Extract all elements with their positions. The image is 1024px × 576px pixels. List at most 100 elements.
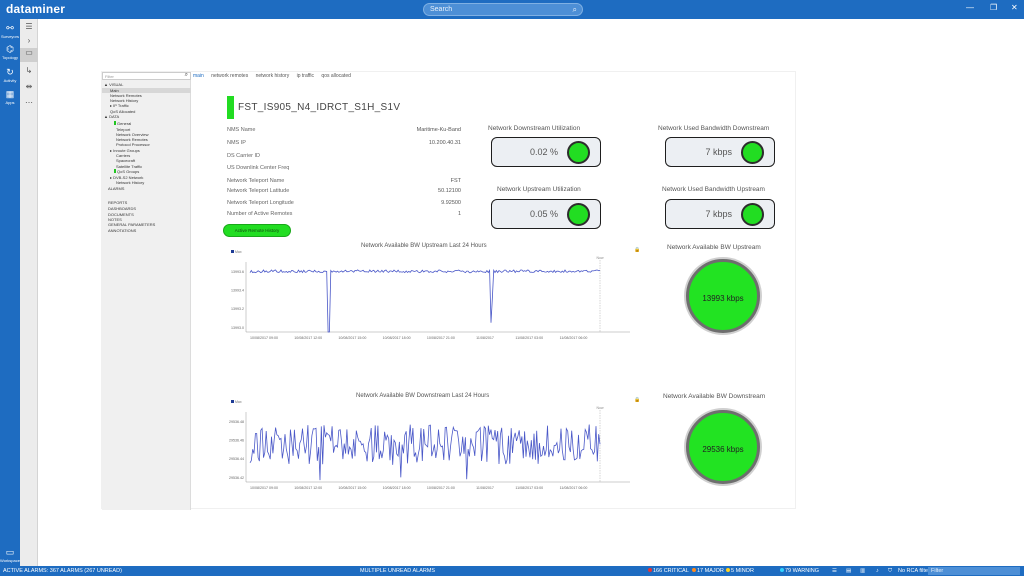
tree-item-label: Teleport [116,126,131,132]
tree-item[interactable]: DASHBOARDS [102,206,136,211]
rail-workspace[interactable]: ▭ Workspace [0,547,20,563]
upstream-bw-chart[interactable]: 13993.6 13993.4 13993.2 13993.0 10/08/2017 0… [222,248,652,358]
tree-filter-input[interactable]: Filter ⌕ [102,72,191,80]
lock-icon[interactable]: 🔒 [634,247,641,253]
legend-swatch [231,400,234,403]
compact-view-icon[interactable]: ▥ [860,567,866,574]
tree-item[interactable]: ANNOTATIONS [102,228,136,233]
tab-network-history[interactable]: network history [255,73,290,79]
series-line [249,268,601,333]
rail-label: Activity [3,78,17,83]
tree-item[interactable]: ▸ DVB-S2 Network [102,175,143,180]
tree-item[interactable]: Network Remotes [102,93,142,98]
chevron-right-icon[interactable]: › [27,36,31,45]
gauge-title: Network Available BW Downstream [663,393,766,400]
tab-main[interactable]: main [193,73,204,79]
chart-title: Network Available BW Upstream Last 24 Ho… [361,243,487,249]
tree-item[interactable]: QoS Allocated [102,109,135,114]
tree-item[interactable]: QoS Groups [102,169,139,174]
tab-ip-traffic[interactable]: ip traffic [296,73,315,79]
apps-icon: ▦ [5,89,15,99]
y-tick-label: 13993.0 [231,326,244,330]
tree-item[interactable]: Network Overview [102,132,148,137]
rca-filter-text[interactable]: No RCA filter [898,567,930,574]
rail-apps[interactable]: ▦ Apps [0,89,20,105]
tab-qos-allocated[interactable]: qos allocated [321,73,351,79]
x-tick-label: 10/08/2017 21:00 [427,486,455,490]
tree-item[interactable]: Protocol Processor [102,142,150,147]
status-indicator [227,96,234,119]
tree-item[interactable]: ▸ Inroute Groups [102,148,140,153]
list-view-icon[interactable]: ☰ [832,567,837,574]
x-tick-label: 10/08/2017 12:00 [294,486,322,490]
hamburger-menu-icon[interactable]: ☰ [25,22,33,31]
alarm-filter-input[interactable]: Filter [928,567,1020,575]
y-tick-label: 29536.42 [229,476,244,480]
element-card: Filter ⌕ ▲ VISUAL Main Network Remotes Netw… [101,71,796,510]
lock-icon[interactable]: 🔒 [634,397,641,403]
rail-topology[interactable]: ⌬ Topology [0,44,20,60]
filter-icon[interactable]: ⛉ [888,567,893,574]
status-led [741,203,764,226]
tree-item[interactable]: Main [102,87,191,93]
chart-legend: Max [231,400,242,404]
warning-count[interactable]: 79 WARNING [780,568,819,574]
grid-view-icon[interactable]: ▤ [846,567,852,574]
rail-label: Apps [5,100,15,105]
tree-item[interactable]: NOTES [102,217,122,222]
tree-item-label: GENERAL PARAMETERS [108,222,156,227]
rail-activity[interactable]: ↻ Activity [0,67,20,83]
tab-network-remotes[interactable]: network remotes [211,73,249,79]
tree-item[interactable]: Network History [102,180,144,185]
info-label: Number of Active Remotes [227,211,293,217]
navigation-tree: Filter ⌕ ▲ VISUAL Main Network Remotes Netw… [102,72,191,510]
active-alarms-text[interactable]: ACTIVE ALARMS: 367 ALARMS (267 UNREAD) [3,567,122,574]
x-tick-label: 10/08/2017 09:00 [250,486,278,490]
global-search-input[interactable]: Search ⌕ [423,3,583,16]
minimize-icon[interactable]: — [966,3,974,12]
tree-item[interactable]: REPORTS [102,200,127,205]
active-remote-history-button[interactable]: Active Remote History [223,224,291,237]
arrow-icon[interactable]: ↳ [25,66,33,75]
title-bar: dataminer Search ⌕ — ❐ ✕ [0,0,1024,19]
tree-item[interactable]: ALARMS [102,186,124,191]
gauge-value: 13993 kbps [702,294,744,303]
link-icon[interactable]: ⇹ [25,82,33,91]
card-icon[interactable]: ▭ [20,48,38,62]
legend-swatch [231,250,234,253]
x-tick-label: 11/08/2017 [476,336,494,340]
tree-item[interactable]: Carriers [102,153,130,158]
x-tick-label: 10/08/2017 18:00 [383,486,411,490]
x-tick-label: 10/08/2017 09:00 [250,336,278,340]
tree-item[interactable]: General [102,121,131,126]
critical-label: 166 CRITICAL [653,567,689,574]
major-count[interactable]: 17 MAJOR [692,568,724,574]
green-status-bar [114,121,116,125]
tree-item[interactable]: ▲ VISUAL [102,82,123,87]
tree-item[interactable]: ▲ DATA [102,114,119,119]
app-rail: ⚯ Surveyors ⌬ Topology ↻ Activity ▦ Apps… [0,19,20,566]
tree-item[interactable]: Spacecraft [102,158,135,163]
critical-count[interactable]: 166 CRITICAL [648,568,689,574]
tree-item[interactable]: Network Remotes [102,137,148,142]
tree-item-label: General [117,121,132,126]
tree-item[interactable]: GENERAL PARAMETERS [102,222,155,227]
close-icon[interactable]: ✕ [1011,3,1018,12]
restore-icon[interactable]: ❐ [990,3,998,12]
now-label: Now [596,256,603,260]
tree-item[interactable]: Satellite Traffic [102,164,142,169]
minor-count[interactable]: 5 MINOR [726,568,754,574]
major-dot [692,568,696,573]
unread-alarms-text[interactable]: MULTIPLE UNREAD ALARMS [360,567,436,574]
bell-icon[interactable]: ♪ [876,567,879,574]
rail-surveyors[interactable]: ⚯ Surveyors [0,23,20,39]
now-label: Now [596,406,603,410]
more-icon[interactable]: ⋯ [25,98,33,107]
tree-item[interactable]: Teleport [102,127,130,132]
tree-item[interactable]: DOCUMENTS [102,212,134,217]
tree-item[interactable]: Network History [102,98,138,103]
downstream-bw-chart[interactable]: 29536.48 29536.46 29536.44 29536.42 10/08/20… [222,398,652,508]
tree-item-label: ▸ Inroute Groups [110,147,140,153]
tree-item[interactable]: ▸ IP Traffic [102,103,129,108]
